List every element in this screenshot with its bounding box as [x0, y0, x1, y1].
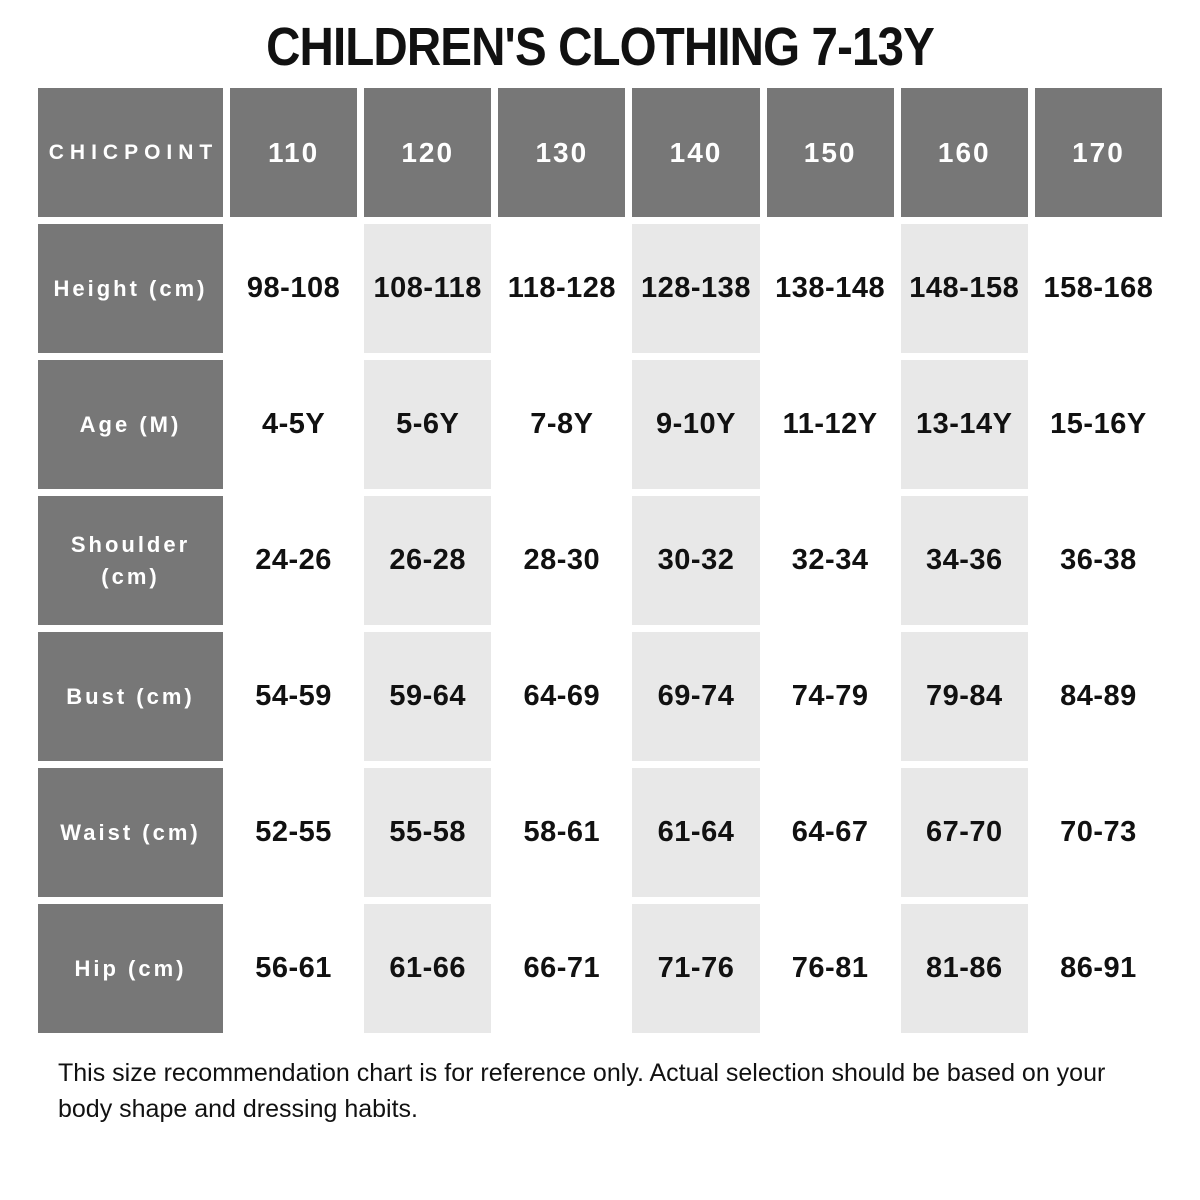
- cell-bust-140: 69-74: [632, 632, 760, 761]
- size-header-110: 110: [230, 88, 358, 217]
- cell-shoulder-130: 28-30: [498, 496, 626, 625]
- cell-shoulder-170: 36-38: [1034, 496, 1162, 625]
- cell-height-140: 128-138: [632, 224, 760, 353]
- cell-bust-130: 64-69: [498, 632, 626, 761]
- cell-hip-130: 66-71: [498, 904, 626, 1033]
- cell-hip-120: 61-66: [364, 904, 492, 1033]
- cell-bust-170: 84-89: [1034, 632, 1162, 761]
- cell-age-140: 9-10Y: [632, 360, 760, 489]
- cell-bust-150: 74-79: [766, 632, 894, 761]
- size-header-120: 120: [364, 88, 492, 217]
- cell-age-160: 13-14Y: [900, 360, 1028, 489]
- cell-height-160: 148-158: [900, 224, 1028, 353]
- cell-age-150: 11-12Y: [766, 360, 894, 489]
- cell-age-170: 15-16Y: [1034, 360, 1162, 489]
- cell-shoulder-140: 30-32: [632, 496, 760, 625]
- cell-waist-160: 67-70: [900, 768, 1028, 897]
- cell-bust-120: 59-64: [364, 632, 492, 761]
- cell-height-110: 98-108: [230, 224, 358, 353]
- row-label-waist: Waist (cm): [38, 768, 223, 897]
- cell-height-120: 108-118: [364, 224, 492, 353]
- cell-waist-120: 55-58: [364, 768, 492, 897]
- cell-shoulder-120: 26-28: [364, 496, 492, 625]
- row-label-shoulder: Shoulder (cm): [38, 496, 223, 625]
- cell-height-170: 158-168: [1034, 224, 1162, 353]
- cell-waist-130: 58-61: [498, 768, 626, 897]
- cell-waist-150: 64-67: [766, 768, 894, 897]
- size-header-140: 140: [632, 88, 760, 217]
- cell-shoulder-150: 32-34: [766, 496, 894, 625]
- cell-shoulder-160: 34-36: [900, 496, 1028, 625]
- cell-age-120: 5-6Y: [364, 360, 492, 489]
- cell-bust-160: 79-84: [900, 632, 1028, 761]
- row-label-height: Height (cm): [38, 224, 223, 353]
- cell-waist-110: 52-55: [230, 768, 358, 897]
- cell-hip-160: 81-86: [900, 904, 1028, 1033]
- cell-shoulder-110: 24-26: [230, 496, 358, 625]
- brand-label: CHICPOINT: [38, 88, 223, 217]
- size-header-160: 160: [900, 88, 1028, 217]
- cell-hip-150: 76-81: [766, 904, 894, 1033]
- cell-height-150: 138-148: [766, 224, 894, 353]
- cell-age-130: 7-8Y: [498, 360, 626, 489]
- cell-age-110: 4-5Y: [230, 360, 358, 489]
- size-table: CHICPOINT 110 120 130 140 150 160 170 He…: [38, 88, 1162, 1033]
- row-label-age: Age (M): [38, 360, 223, 489]
- cell-hip-110: 56-61: [230, 904, 358, 1033]
- row-label-hip: Hip (cm): [38, 904, 223, 1033]
- cell-waist-170: 70-73: [1034, 768, 1162, 897]
- size-header-150: 150: [766, 88, 894, 217]
- reference-note: This size recommendation chart is for re…: [58, 1059, 1106, 1124]
- cell-height-130: 118-128: [498, 224, 626, 353]
- row-label-bust: Bust (cm): [38, 632, 223, 761]
- cell-hip-140: 71-76: [632, 904, 760, 1033]
- size-header-170: 170: [1034, 88, 1162, 217]
- size-header-130: 130: [498, 88, 626, 217]
- cell-bust-110: 54-59: [230, 632, 358, 761]
- cell-waist-140: 61-64: [632, 768, 760, 897]
- page-title: CHILDREN'S CLOTHING 7-13Y: [266, 17, 935, 77]
- cell-hip-170: 86-91: [1034, 904, 1162, 1033]
